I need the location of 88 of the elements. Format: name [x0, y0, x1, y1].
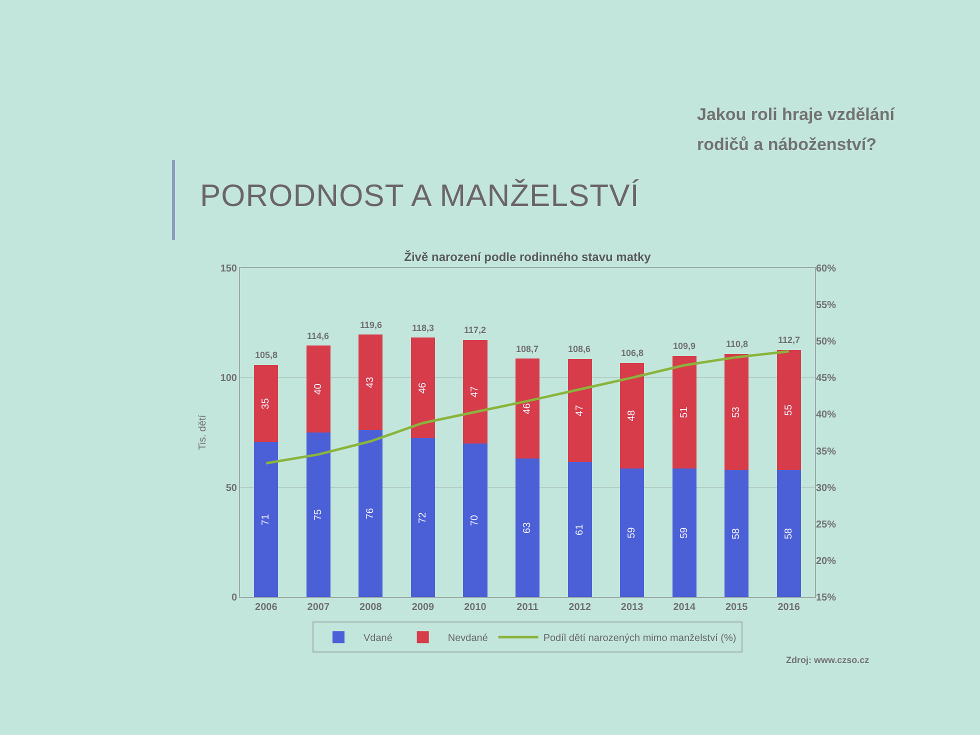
- bar: [254, 364, 278, 442]
- bar: [358, 334, 383, 430]
- y2-tick-label: 60%: [816, 264, 836, 274]
- text: Jakou roli hraje vzdělání rodičů a náboženství?: [697, 104, 896, 156]
- data-label: 51: [678, 406, 690, 418]
- total-label: 105,8: [255, 350, 278, 360]
- y-tick-label: 0: [231, 592, 238, 604]
- total-label: 110,8: [726, 339, 748, 349]
- y2-tick-label: 35%: [816, 446, 836, 458]
- legend-label: Podíl dětí narozených mimo manželství (%): [543, 633, 736, 644]
- bar: [568, 358, 592, 462]
- y-tick-label: 150: [220, 264, 238, 274]
- bar: [672, 468, 696, 597]
- x-tick-label: 2011: [516, 602, 539, 613]
- bar: [410, 338, 435, 438]
- y-axis-title: Tis. dětí: [197, 414, 208, 450]
- bar: [515, 358, 540, 458]
- total-label: 108,6: [568, 344, 591, 354]
- y2-tick-label: 45%: [816, 373, 836, 384]
- data-label: 59: [678, 526, 690, 539]
- text: Zdroj: www.czso.cz: [786, 655, 870, 665]
- total-label: 109,9: [673, 341, 696, 351]
- x-tick-label: 2013: [620, 602, 644, 613]
- y-tick-label: 100: [220, 373, 238, 384]
- y2-tick-label: 25%: [816, 519, 836, 530]
- bar: [724, 470, 749, 597]
- chart-title: PORODNOST A MANŽELSTVÍ: [200, 177, 640, 215]
- bar: [776, 470, 801, 597]
- data-label: 58: [731, 528, 742, 540]
- x-tick-label: 2008: [360, 602, 382, 613]
- x-tick-label: 2010: [464, 602, 487, 613]
- data-label: 72: [417, 512, 428, 524]
- data-label: 55: [783, 404, 794, 416]
- bar: [306, 432, 330, 597]
- data-label: 35: [260, 398, 272, 410]
- data-label: 47: [470, 386, 481, 398]
- data-label: 46: [417, 382, 428, 394]
- data-label: 75: [312, 508, 324, 520]
- x-tick-label: 2009: [412, 602, 435, 613]
- data-label: 59: [626, 526, 638, 538]
- total-label: 119,6: [360, 320, 382, 330]
- data-label: 61: [574, 524, 586, 536]
- x-tick-label: 2014: [673, 602, 696, 613]
- bar: [254, 442, 278, 597]
- data-label: 47: [574, 404, 586, 416]
- y2-tick-label: 20%: [816, 556, 836, 567]
- total-label: 117,2: [464, 325, 486, 335]
- data-label: 46: [522, 402, 533, 414]
- chart-subtitle: Živě narození podle rodinného stavu matky: [404, 250, 652, 264]
- data-label: 40: [312, 383, 324, 395]
- bar: [410, 438, 435, 597]
- x-tick-label: 2007: [307, 602, 330, 613]
- bar: [358, 430, 383, 597]
- legend-label: Vdané: [364, 633, 393, 644]
- bar: [620, 468, 644, 597]
- data-label: 70: [470, 514, 481, 526]
- total-label: 108,7: [516, 344, 539, 354]
- data-label: 63: [522, 522, 533, 534]
- total-label: 114,6: [307, 331, 330, 341]
- bar: [463, 443, 488, 597]
- data-label: 76: [365, 508, 376, 520]
- total-label: 112,7: [778, 335, 800, 345]
- x-tick-label: 2012: [568, 602, 592, 613]
- bar: [306, 346, 330, 432]
- bar: [463, 340, 488, 444]
- x-tick-label: 2015: [725, 602, 748, 613]
- y2-tick-label: 40%: [816, 410, 836, 421]
- data-label: 58: [783, 528, 794, 540]
- y2-tick-label: 50%: [816, 336, 836, 348]
- bar: [620, 362, 644, 468]
- bar: [724, 354, 749, 470]
- y2-tick-label: 30%: [816, 482, 836, 494]
- total-label: 106,8: [621, 348, 644, 358]
- x-tick-label: 2006: [255, 602, 278, 613]
- legend-label: Nevdané: [448, 633, 488, 644]
- total-label: 118,3: [412, 323, 434, 333]
- x-tick-label: 2016: [778, 602, 800, 613]
- y2-tick-label: 55%: [816, 300, 836, 312]
- bar: [776, 350, 801, 470]
- y2-tick-label: 15%: [816, 592, 836, 604]
- data-label: 53: [731, 406, 742, 418]
- data-label: 43: [365, 376, 376, 388]
- bar: [515, 458, 540, 597]
- data-label: 71: [260, 514, 272, 526]
- bar: [568, 462, 592, 597]
- bar: [672, 356, 696, 468]
- data-label: 48: [626, 410, 638, 422]
- y-tick-label: 50: [226, 482, 238, 494]
